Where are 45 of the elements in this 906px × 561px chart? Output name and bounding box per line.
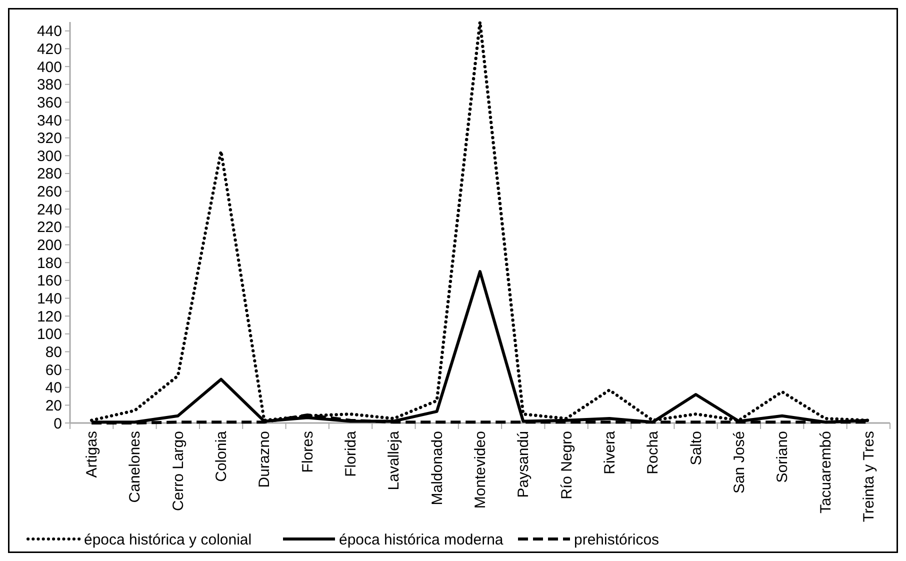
y-tick-label: 100 bbox=[36, 326, 62, 344]
x-tick-label: San José bbox=[730, 431, 748, 494]
y-tick-label: 60 bbox=[45, 362, 62, 379]
y-tick-label: 340 bbox=[36, 112, 62, 130]
y-tick-label: 140 bbox=[36, 290, 62, 308]
x-tick-label: Montevideo bbox=[472, 431, 489, 509]
y-tick-label: 120 bbox=[36, 308, 62, 326]
y-tick-label: 80 bbox=[45, 344, 62, 361]
y-tick-label: 200 bbox=[36, 237, 62, 254]
x-tick-label: Tacuarembó bbox=[817, 431, 834, 514]
x-tick-label: Flores bbox=[299, 431, 316, 473]
y-tick-label: 220 bbox=[36, 219, 62, 236]
legend-label: prehistóricos bbox=[574, 531, 660, 548]
y-tick-label: 280 bbox=[36, 166, 62, 183]
x-tick-label: Salto bbox=[688, 431, 705, 466]
legend-label: época histórica moderna bbox=[339, 531, 504, 548]
x-tick-label: Cerro Largo bbox=[170, 431, 187, 512]
x-tick-label: Rivera bbox=[601, 430, 618, 474]
x-tick-label: Durazno bbox=[256, 431, 274, 488]
x-tick-label: Canelones bbox=[126, 431, 144, 503]
x-tick-label: Rocha bbox=[644, 430, 662, 474]
y-tick-label: 20 bbox=[45, 397, 62, 414]
x-tick-label: Florida bbox=[342, 430, 360, 477]
y-tick-label: 180 bbox=[36, 254, 62, 272]
x-tick-label: Colonia bbox=[213, 430, 230, 482]
x-tick-label: Lavalleja bbox=[386, 430, 403, 490]
y-tick-label: 320 bbox=[36, 130, 62, 148]
y-tick-label: 400 bbox=[36, 58, 62, 76]
y-tick-label: 240 bbox=[36, 201, 62, 218]
x-tick-label: Paysandú bbox=[515, 431, 532, 498]
y-tick-label: 260 bbox=[36, 184, 62, 201]
x-tick-label: Maldonado bbox=[428, 431, 446, 506]
y-tick-label: 40 bbox=[45, 380, 62, 397]
y-tick-label: 160 bbox=[36, 272, 62, 290]
y-tick-label: 440 bbox=[36, 23, 62, 40]
y-tick-label: 360 bbox=[36, 94, 62, 112]
y-tick-label: 420 bbox=[36, 40, 62, 58]
y-tick-label: 0 bbox=[54, 415, 62, 432]
x-tick-label: Río Negro bbox=[558, 431, 576, 500]
y-tick-label: 300 bbox=[36, 148, 62, 165]
legend-label: época histórica y colonial bbox=[84, 531, 252, 548]
x-tick-label: Treinta y Tres bbox=[860, 431, 878, 522]
y-tick-label: 380 bbox=[36, 76, 62, 94]
x-tick-label: Soriano bbox=[774, 431, 792, 483]
x-tick-label: Artigas bbox=[84, 431, 101, 478]
